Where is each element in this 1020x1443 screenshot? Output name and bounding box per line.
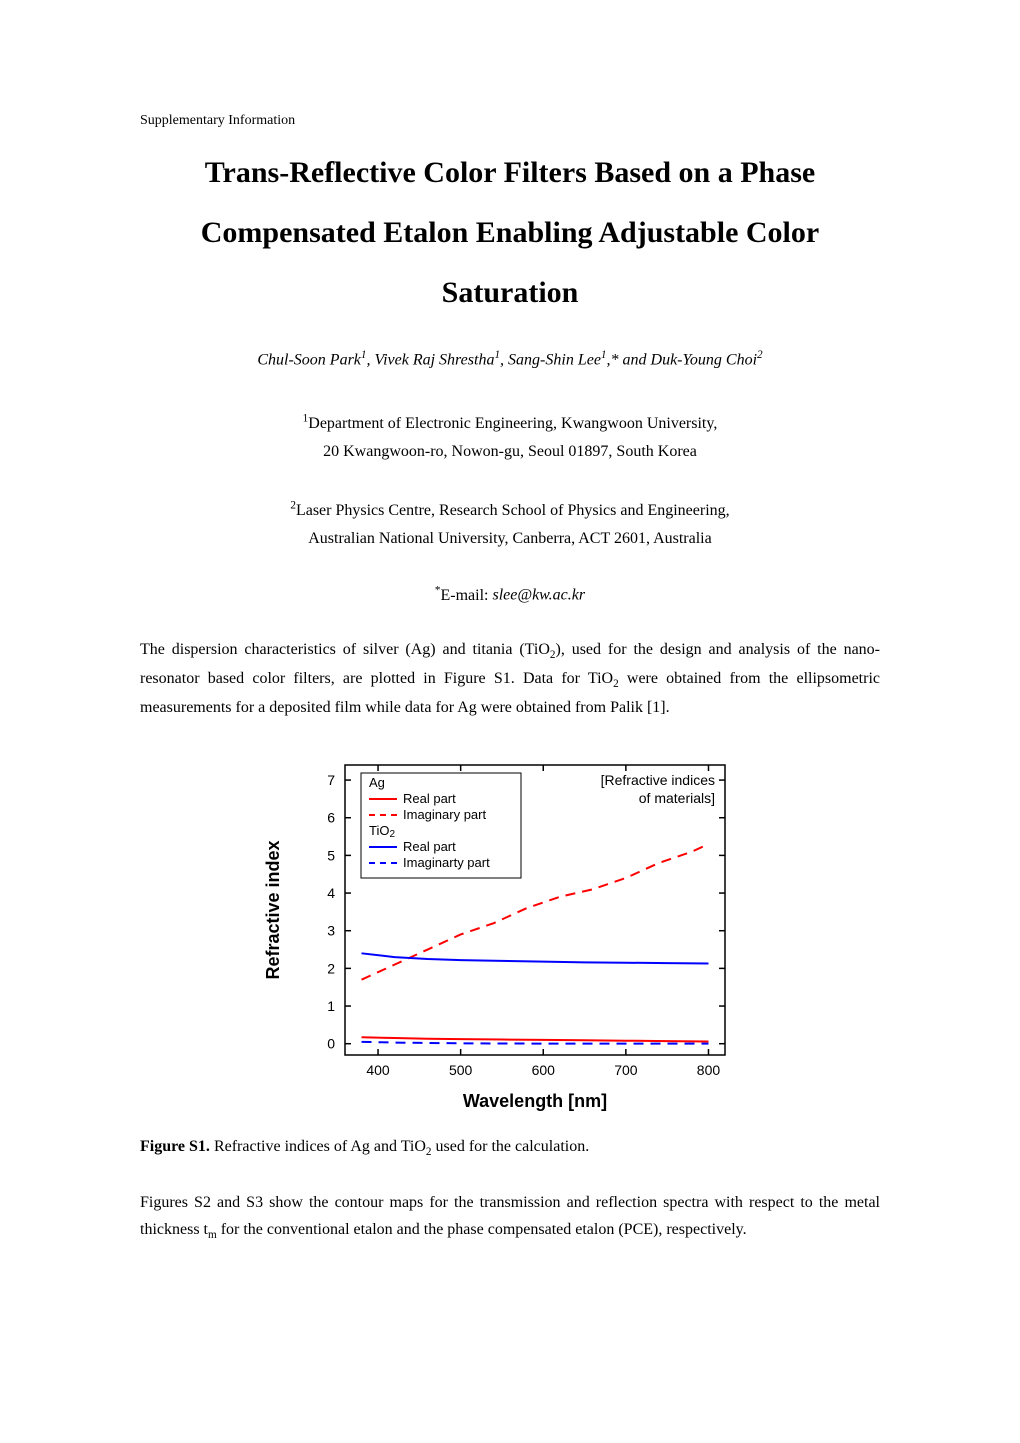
svg-text:Real part: Real part xyxy=(403,839,456,854)
title-line-3: Saturation xyxy=(442,276,579,309)
email-address: slee@kw.ac.kr xyxy=(492,587,585,604)
title-line-1: Trans-Reflective Color Filters Based on … xyxy=(205,156,815,189)
affiliation-2-line-2: Australian National University, Canberra… xyxy=(308,530,711,547)
email-prefix: *E-mail: xyxy=(435,587,493,604)
affiliation-1-line-1: 1Department of Electronic Engineering, K… xyxy=(303,415,718,432)
svg-text:Imaginary part: Imaginary part xyxy=(403,807,486,822)
svg-text:of materials]: of materials] xyxy=(639,790,715,806)
svg-text:6: 6 xyxy=(327,810,335,826)
paper-title: Trans-Reflective Color Filters Based on … xyxy=(140,143,880,323)
supplementary-label: Supplementary Information xyxy=(140,110,880,131)
svg-text:1: 1 xyxy=(327,998,335,1014)
svg-text:3: 3 xyxy=(327,923,335,939)
svg-text:Real part: Real part xyxy=(403,791,456,806)
paragraph-2: Figures S2 and S3 show the contour maps … xyxy=(140,1189,880,1245)
svg-text:Refractive index: Refractive index xyxy=(263,841,283,980)
svg-text:400: 400 xyxy=(366,1062,390,1078)
svg-text:0: 0 xyxy=(327,1036,335,1052)
svg-text:7: 7 xyxy=(327,772,335,788)
svg-text:600: 600 xyxy=(532,1062,556,1078)
affiliation-2: 2Laser Physics Centre, Research School o… xyxy=(140,495,880,554)
affiliation-2-line-1: 2Laser Physics Centre, Research School o… xyxy=(290,502,729,519)
svg-text:Wavelength [nm]: Wavelength [nm] xyxy=(463,1091,607,1111)
authors-line: Chul-Soon Park1, Vivek Raj Shrestha1, Sa… xyxy=(140,347,880,372)
svg-text:700: 700 xyxy=(614,1062,638,1078)
title-line-2: Compensated Etalon Enabling Adjustable C… xyxy=(201,216,819,249)
affiliation-1: 1Department of Electronic Engineering, K… xyxy=(140,408,880,467)
svg-text:Imaginarty part: Imaginarty part xyxy=(403,855,490,870)
svg-text:5: 5 xyxy=(327,848,335,864)
paragraph-1: The dispersion characteristics of silver… xyxy=(140,636,880,722)
figure-s1-caption-label: Figure S1. xyxy=(140,1138,210,1155)
corresponding-email: *E-mail: slee@kw.ac.kr xyxy=(140,582,880,607)
figure-s1-chart: 400 500 600 700 800 0 1 2 3 4 5 6 7 Wavelength [nm] Re… xyxy=(255,745,765,1115)
svg-text:[Refractive indices: [Refractive indices xyxy=(601,772,715,788)
affiliation-1-line-2: 20 Kwangwoon-ro, Nowon-gu, Seoul 01897, … xyxy=(323,443,697,460)
svg-text:2: 2 xyxy=(327,961,335,977)
svg-text:500: 500 xyxy=(449,1062,473,1078)
svg-text:4: 4 xyxy=(327,885,335,901)
svg-text:800: 800 xyxy=(697,1062,721,1078)
svg-text:Ag: Ag xyxy=(369,775,385,790)
figure-s1-caption-text: Refractive indices of Ag and TiO2 used f… xyxy=(210,1138,589,1155)
figure-s1-caption: Figure S1. Refractive indices of Ag and … xyxy=(140,1135,880,1161)
figure-s1: 400 500 600 700 800 0 1 2 3 4 5 6 7 Wavelength [nm] Re… xyxy=(140,745,880,1123)
